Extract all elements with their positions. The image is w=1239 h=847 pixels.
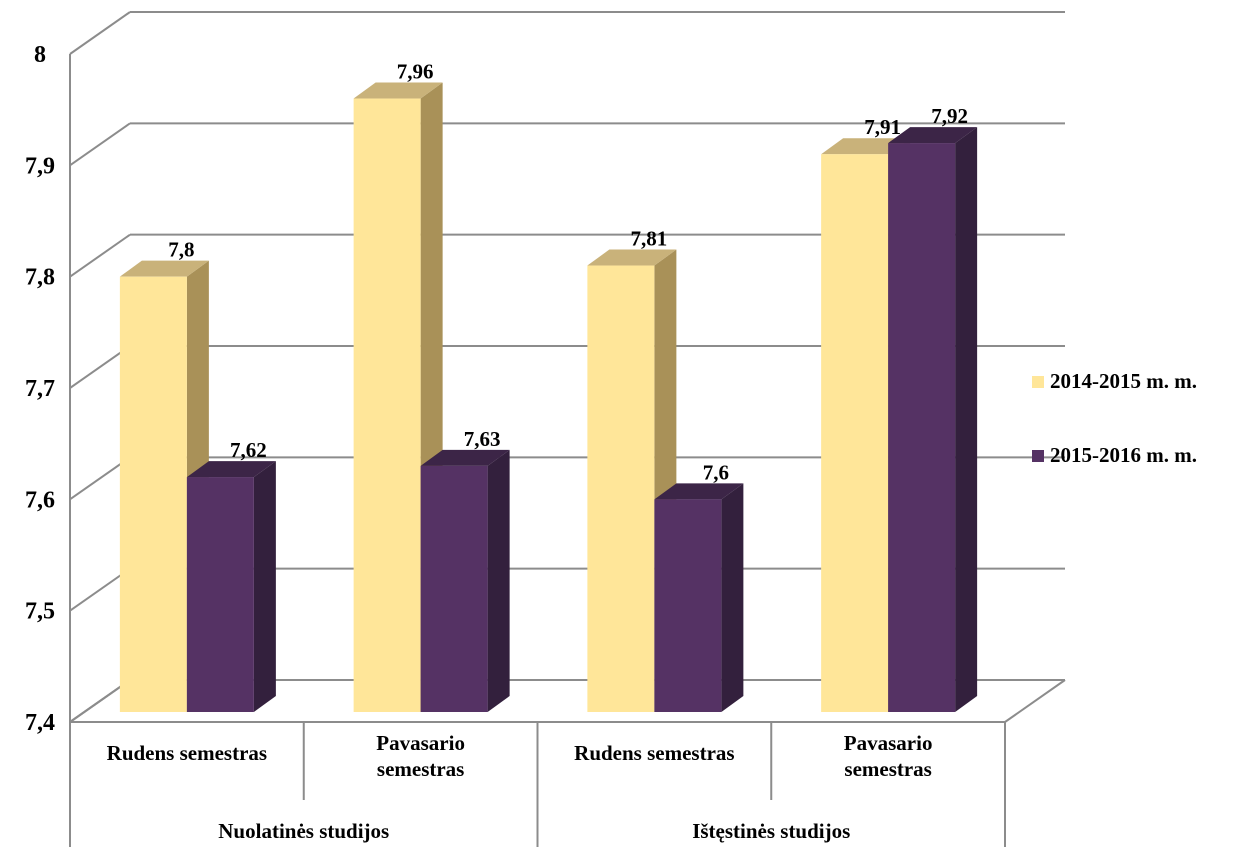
bar bbox=[420, 465, 488, 712]
bar bbox=[587, 265, 655, 712]
bar-side bbox=[253, 461, 276, 712]
y-tick-label: 7,7 bbox=[25, 376, 55, 402]
legend-label: 2015-2016 m. m. bbox=[1050, 443, 1197, 467]
floor-right-edge bbox=[1004, 679, 1066, 723]
bar bbox=[353, 98, 421, 713]
bar bbox=[821, 154, 889, 712]
bars bbox=[119, 82, 978, 713]
bar bbox=[654, 499, 722, 712]
y-tick-label: 7,9 bbox=[25, 153, 55, 179]
legend-swatch bbox=[1032, 450, 1044, 462]
y-tick-label: 7,6 bbox=[25, 487, 55, 513]
data-label: 7,6 bbox=[703, 460, 729, 484]
data-label: 7,91 bbox=[864, 115, 901, 139]
data-label: 7,96 bbox=[397, 60, 434, 84]
bar-top bbox=[654, 483, 744, 500]
y-tick-label: 7,8 bbox=[25, 265, 55, 291]
x-group-label: Nuolatinės studijos bbox=[218, 819, 389, 843]
bar-top bbox=[186, 461, 276, 478]
data-label: 7,62 bbox=[230, 438, 267, 462]
bar-top bbox=[821, 138, 911, 155]
y-tick-label: 8 bbox=[34, 42, 46, 68]
x-category-label: Pavasario semestras bbox=[844, 731, 933, 781]
legend: 2014-2015 m. m. 2015-2016 m. m. bbox=[1032, 369, 1197, 467]
gridline-side bbox=[69, 233, 131, 278]
bar bbox=[186, 477, 254, 712]
bar-side bbox=[721, 483, 744, 712]
bar-top bbox=[888, 127, 978, 144]
y-axis-ticks: 7,4 7,5 7,6 7,7 7,8 7,9 8 bbox=[25, 42, 55, 736]
bar-side bbox=[487, 449, 510, 712]
x-category-label: Rudens semestras bbox=[574, 741, 734, 765]
x-category-label: Rudens semestras bbox=[107, 741, 267, 765]
bar bbox=[119, 276, 187, 712]
bar-top bbox=[119, 260, 209, 277]
gridline-side bbox=[69, 11, 131, 55]
data-label: 7,81 bbox=[631, 227, 668, 251]
data-label: 7,8 bbox=[168, 238, 194, 262]
bar-top bbox=[353, 82, 443, 99]
data-label: 7,63 bbox=[464, 427, 501, 451]
legend-swatch bbox=[1032, 376, 1044, 388]
x-group-label: Ištęstinės studijos bbox=[692, 819, 850, 843]
data-labels: 7,8 7,62 7,96 7,63 7,81 7,6 7,91 7,92 bbox=[168, 60, 968, 485]
y-tick-label: 7,5 bbox=[25, 599, 55, 625]
bar-side bbox=[955, 127, 978, 713]
data-label: 7,92 bbox=[931, 104, 968, 128]
bar-top bbox=[587, 249, 677, 266]
y-tick-label: 7,4 bbox=[25, 710, 55, 736]
x-category-label: Pavasario semestras bbox=[376, 731, 465, 781]
bar-top bbox=[420, 449, 510, 466]
bar bbox=[888, 143, 956, 713]
legend-label: 2014-2015 m. m. bbox=[1050, 369, 1197, 393]
gridline-side bbox=[69, 122, 131, 167]
x-axis: Rudens semestras Pavasario semestras Rudens… bbox=[69, 722, 1006, 847]
